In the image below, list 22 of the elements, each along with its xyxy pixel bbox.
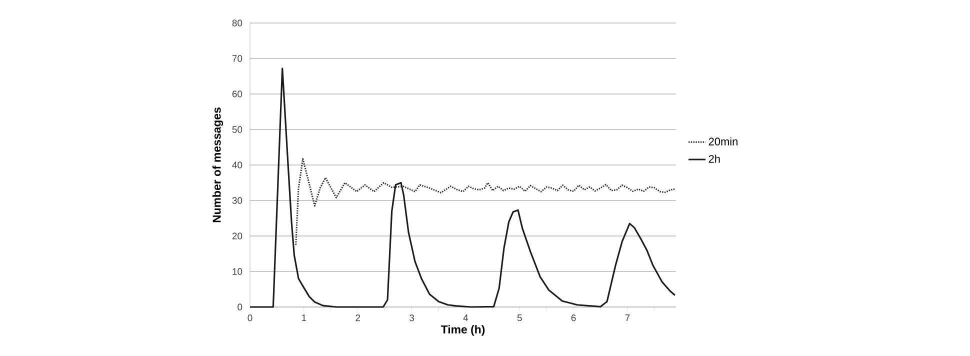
- y-tick-label: 20: [232, 232, 242, 240]
- x-tick-label: 4: [463, 314, 468, 322]
- legend-label: 2h: [708, 154, 720, 163]
- legend-label: 20min: [708, 137, 738, 146]
- y-tick-label: 40: [232, 162, 242, 168]
- x-tick-label: 5: [517, 314, 522, 322]
- y-axis-title: Number of messages: [212, 108, 224, 222]
- line-series: [295, 158, 676, 246]
- x-tick-label: 3: [410, 314, 414, 322]
- y-tick-label: 10: [232, 268, 242, 275]
- x-tick-label: 7: [625, 314, 630, 322]
- x-tick-label: 0: [248, 314, 252, 322]
- y-tick-label: 50: [232, 126, 242, 133]
- x-tick-label: 6: [571, 314, 576, 322]
- x-axis-title: Time (h): [440, 325, 485, 336]
- x-tick-label: 1: [302, 314, 306, 322]
- x-tick-label: 2: [356, 314, 360, 322]
- y-tick-label: 60: [232, 90, 242, 98]
- y-tick-label: 80: [232, 20, 242, 26]
- y-tick-label: 30: [232, 197, 242, 204]
- y-tick-label: 0: [238, 304, 242, 310]
- y-tick-label: 70: [232, 55, 242, 62]
